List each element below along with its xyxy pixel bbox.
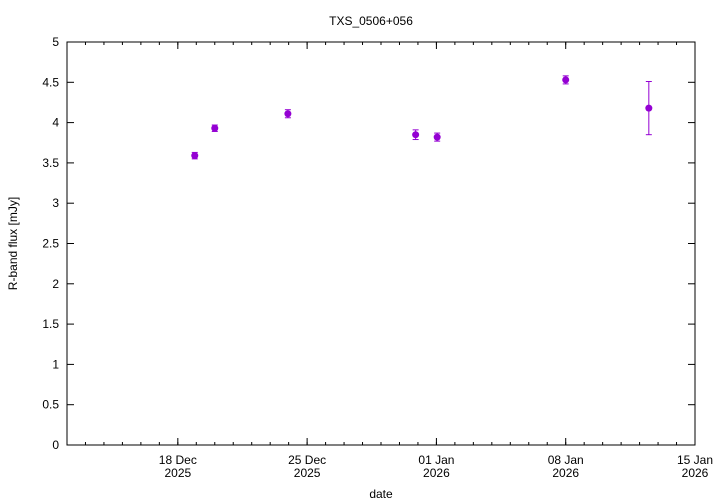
data-point: [412, 131, 420, 139]
y-tick-label: 4: [52, 116, 59, 130]
y-tick-label: 1.5: [42, 317, 59, 331]
x-tick-label-year: 2025: [164, 466, 191, 480]
x-tick-label: 01 Jan: [418, 453, 454, 467]
y-axis-label: R-band flux [mJy]: [6, 197, 20, 290]
y-tick-label: 3: [52, 196, 59, 210]
data-point: [191, 152, 199, 160]
y-axis: 0 0.5 1 1.5 2 2.5 3 3.5 4 4.5 5: [42, 35, 695, 452]
x-tick-label-year: 2026: [423, 466, 450, 480]
x-tick-label: 15 Jan: [677, 453, 713, 467]
x-tick-label: 25 Dec: [288, 453, 326, 467]
x-tick-label-year: 2025: [294, 466, 321, 480]
y-tick-label: 1: [52, 357, 59, 371]
data-point: [645, 104, 653, 112]
y-tick-label: 3.5: [42, 156, 59, 170]
y-tick-label: 2.5: [42, 237, 59, 251]
data-point: [433, 133, 441, 141]
x-tick-label: 08 Jan: [548, 453, 584, 467]
y-tick-label: 5: [52, 35, 59, 49]
data-point: [211, 124, 219, 132]
y-tick-label: 0: [52, 438, 59, 452]
data-point: [562, 76, 570, 84]
y-tick-label: 4.5: [42, 75, 59, 89]
x-tick-label: 18 Dec: [159, 453, 197, 467]
data-point: [284, 110, 292, 118]
y-tick-label: 0.5: [42, 398, 59, 412]
x-tick-label-year: 2026: [682, 466, 709, 480]
y-tick-label: 2: [52, 277, 59, 291]
x-axis-label: date: [369, 487, 393, 501]
data-points: [191, 75, 653, 160]
plot-frame: [66, 41, 696, 446]
chart-title: TXS_0506+056: [329, 14, 413, 28]
x-tick-label-year: 2026: [552, 466, 579, 480]
